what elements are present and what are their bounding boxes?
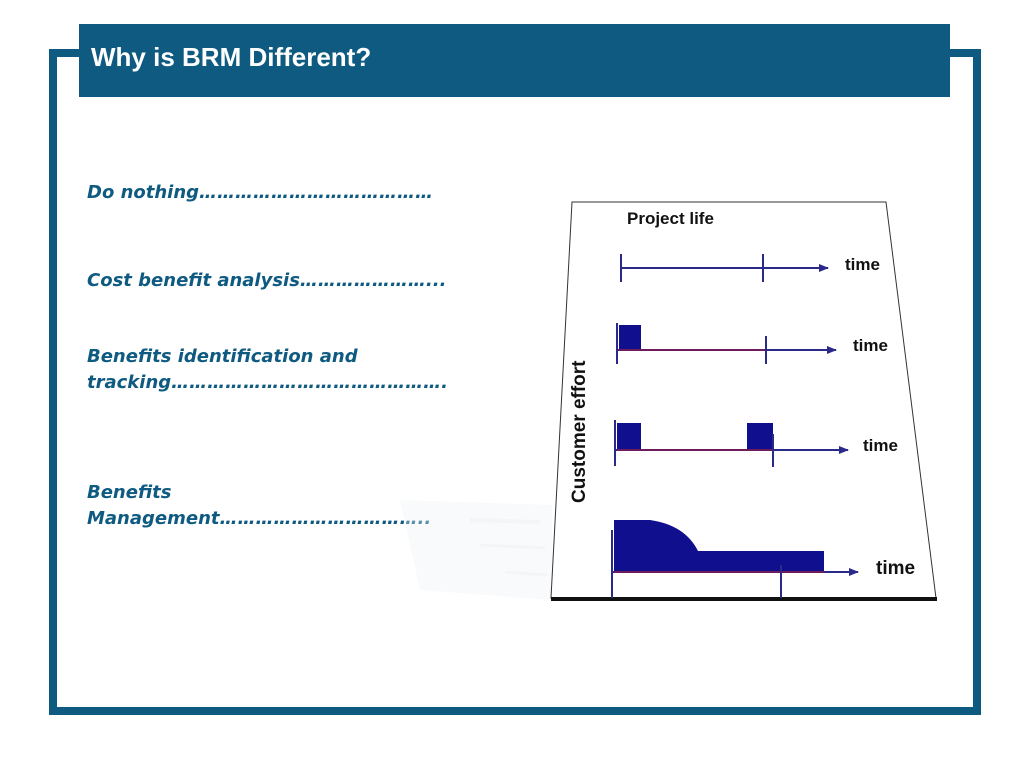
timeline-row-1: time bbox=[620, 254, 880, 282]
time-label-3: time bbox=[863, 436, 898, 455]
effort-block-2a bbox=[619, 325, 641, 349]
item-benefits-management: Benefits Management…………………………….. bbox=[87, 480, 431, 532]
item-benefits-management-line1: Benefits bbox=[87, 482, 172, 503]
title-bar: Why is BRM Different? bbox=[79, 24, 950, 97]
project-life-label: Project life bbox=[627, 209, 714, 228]
time-label-1: time bbox=[845, 255, 880, 274]
item-benefits-identification: Benefits identification and tracking…………… bbox=[87, 344, 448, 396]
item-benefits-identification-line1: Benefits identification and bbox=[87, 346, 358, 367]
customer-effort-label: Customer effort bbox=[569, 360, 590, 503]
sheet-shadow bbox=[400, 500, 552, 600]
item-benefits-management-line2: Management…………………………….. bbox=[87, 508, 432, 529]
slide-title: Why is BRM Different? bbox=[91, 42, 372, 72]
timeline-row-4: time bbox=[611, 520, 915, 598]
timeline-row-3: time bbox=[614, 420, 898, 467]
item-cost-benefit: Cost benefit analysis…………………... bbox=[87, 268, 446, 294]
effort-block-3b bbox=[747, 423, 773, 449]
effort-area-4 bbox=[614, 520, 824, 571]
item-do-nothing-text: Do nothing………………………………… bbox=[87, 182, 434, 203]
effort-block-3a bbox=[617, 423, 641, 449]
timeline-row-2: time bbox=[616, 323, 888, 364]
item-cost-benefit-text: Cost benefit analysis…………………... bbox=[87, 270, 447, 291]
time-label-2: time bbox=[853, 336, 888, 355]
item-do-nothing: Do nothing………………………………… bbox=[87, 180, 433, 206]
item-benefits-identification-line2: tracking………………………………………. bbox=[87, 372, 448, 393]
time-label-4: time bbox=[876, 558, 915, 579]
